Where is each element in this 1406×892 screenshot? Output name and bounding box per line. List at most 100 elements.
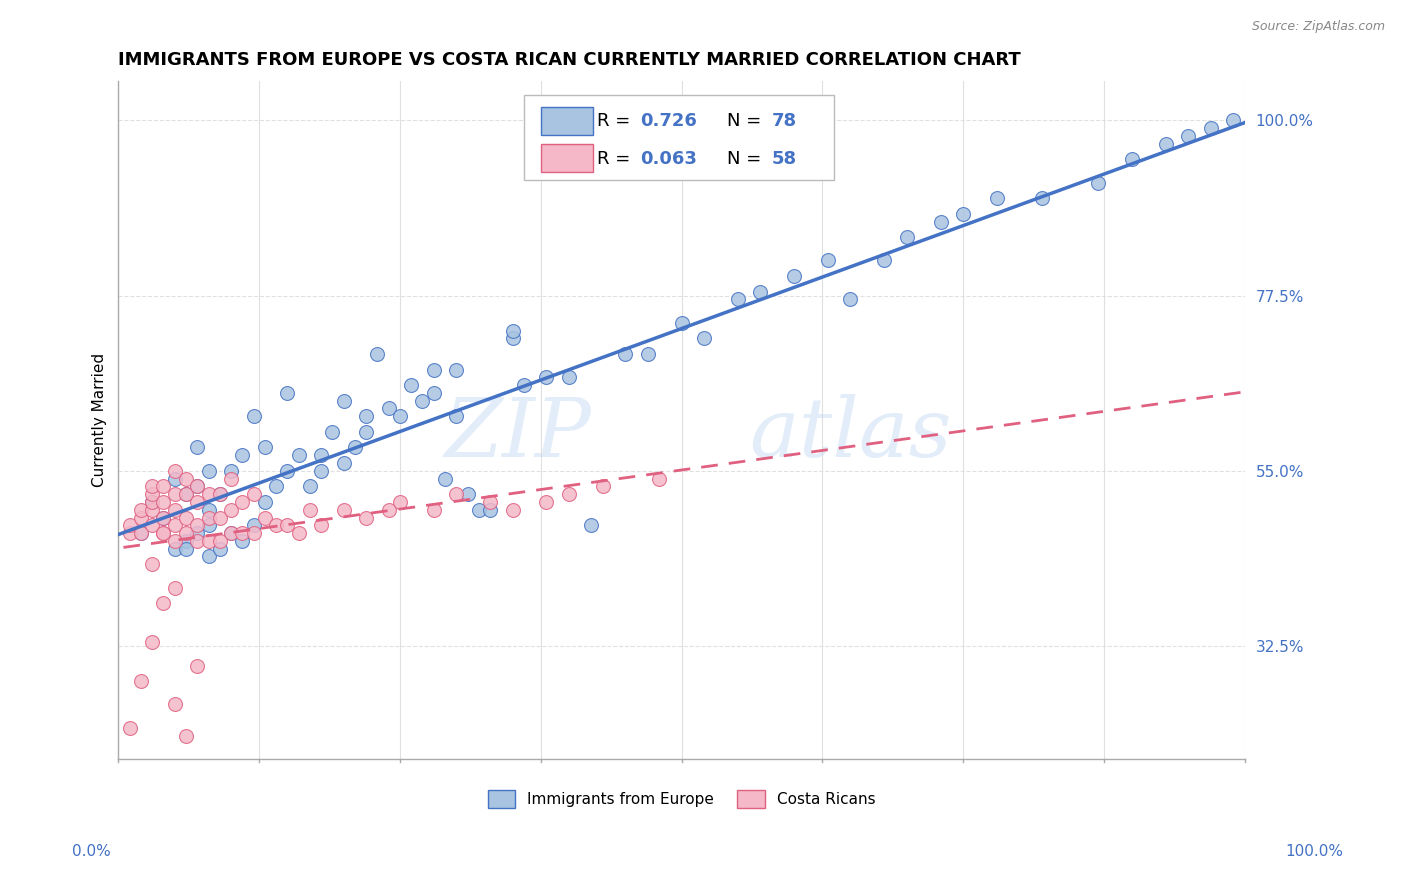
Point bbox=[174, 526, 197, 541]
Point bbox=[197, 510, 219, 524]
Point bbox=[298, 479, 321, 493]
Point bbox=[152, 526, 174, 541]
Point bbox=[197, 502, 219, 516]
Point bbox=[581, 518, 603, 533]
Point bbox=[141, 635, 163, 649]
Point bbox=[197, 518, 219, 533]
Point bbox=[354, 425, 377, 439]
Text: N =: N = bbox=[727, 112, 766, 130]
Point bbox=[423, 385, 446, 400]
Point bbox=[163, 464, 186, 478]
Point bbox=[513, 378, 536, 392]
Point bbox=[186, 495, 208, 509]
Point bbox=[174, 729, 197, 743]
Point bbox=[343, 441, 366, 455]
Point bbox=[1087, 176, 1109, 190]
Point bbox=[118, 518, 141, 533]
Point bbox=[163, 581, 186, 595]
Point bbox=[479, 495, 502, 509]
Point bbox=[434, 472, 457, 486]
Point bbox=[152, 510, 174, 524]
Point bbox=[727, 293, 749, 307]
Point bbox=[276, 385, 298, 400]
Point bbox=[388, 495, 411, 509]
Point bbox=[231, 448, 253, 462]
Text: N =: N = bbox=[727, 150, 766, 168]
Point bbox=[332, 456, 354, 470]
Point bbox=[614, 347, 637, 361]
Point bbox=[208, 510, 231, 524]
Point bbox=[671, 316, 693, 330]
Point bbox=[242, 409, 264, 424]
Point bbox=[197, 549, 219, 564]
Point bbox=[446, 487, 468, 501]
Point bbox=[129, 510, 152, 524]
Point bbox=[242, 526, 264, 541]
Point bbox=[141, 487, 163, 501]
Point bbox=[129, 674, 152, 689]
Point bbox=[479, 502, 502, 516]
Text: R =: R = bbox=[598, 150, 636, 168]
Point bbox=[287, 526, 309, 541]
Point bbox=[186, 658, 208, 673]
Text: Source: ZipAtlas.com: Source: ZipAtlas.com bbox=[1251, 20, 1385, 33]
Point bbox=[264, 479, 287, 493]
Text: 58: 58 bbox=[772, 150, 797, 168]
Point bbox=[163, 487, 186, 501]
Point bbox=[287, 448, 309, 462]
Point bbox=[637, 347, 659, 361]
Point bbox=[163, 698, 186, 712]
Text: 0.726: 0.726 bbox=[640, 112, 697, 130]
Point bbox=[141, 558, 163, 572]
Point bbox=[399, 378, 422, 392]
Point bbox=[253, 441, 276, 455]
Point bbox=[354, 409, 377, 424]
Point bbox=[219, 464, 242, 478]
Point bbox=[253, 495, 276, 509]
Point bbox=[648, 472, 671, 486]
Point bbox=[423, 362, 446, 376]
Text: atlas: atlas bbox=[749, 393, 952, 474]
Point bbox=[141, 518, 163, 533]
Point bbox=[468, 502, 491, 516]
Point bbox=[558, 370, 581, 384]
Point bbox=[817, 253, 839, 268]
Point bbox=[536, 370, 558, 384]
Point bbox=[152, 526, 174, 541]
Point bbox=[377, 502, 399, 516]
Point bbox=[174, 533, 197, 548]
Point bbox=[163, 533, 186, 548]
Text: ZIP: ZIP bbox=[444, 393, 592, 474]
Point bbox=[873, 253, 896, 268]
Point bbox=[592, 479, 614, 493]
Text: R =: R = bbox=[598, 112, 636, 130]
Point bbox=[321, 425, 343, 439]
Point bbox=[163, 518, 186, 533]
Point bbox=[163, 472, 186, 486]
Point bbox=[141, 479, 163, 493]
Point bbox=[242, 518, 264, 533]
Point bbox=[141, 495, 163, 509]
Point bbox=[1121, 153, 1143, 167]
Point bbox=[152, 510, 174, 524]
Point bbox=[411, 393, 433, 408]
Point bbox=[377, 401, 399, 416]
Point bbox=[118, 721, 141, 735]
Point bbox=[163, 541, 186, 556]
Point bbox=[354, 510, 377, 524]
Text: 78: 78 bbox=[772, 112, 797, 130]
Point bbox=[264, 518, 287, 533]
Point bbox=[197, 487, 219, 501]
Point bbox=[536, 495, 558, 509]
Point bbox=[783, 269, 806, 284]
Point bbox=[197, 533, 219, 548]
Point bbox=[186, 526, 208, 541]
Text: 100.0%: 100.0% bbox=[1285, 845, 1344, 859]
Point bbox=[276, 518, 298, 533]
Point bbox=[152, 495, 174, 509]
FancyBboxPatch shape bbox=[541, 107, 592, 135]
Text: IMMIGRANTS FROM EUROPE VS COSTA RICAN CURRENTLY MARRIED CORRELATION CHART: IMMIGRANTS FROM EUROPE VS COSTA RICAN CU… bbox=[118, 51, 1021, 69]
Point bbox=[309, 518, 332, 533]
Point bbox=[152, 596, 174, 610]
Point bbox=[186, 518, 208, 533]
